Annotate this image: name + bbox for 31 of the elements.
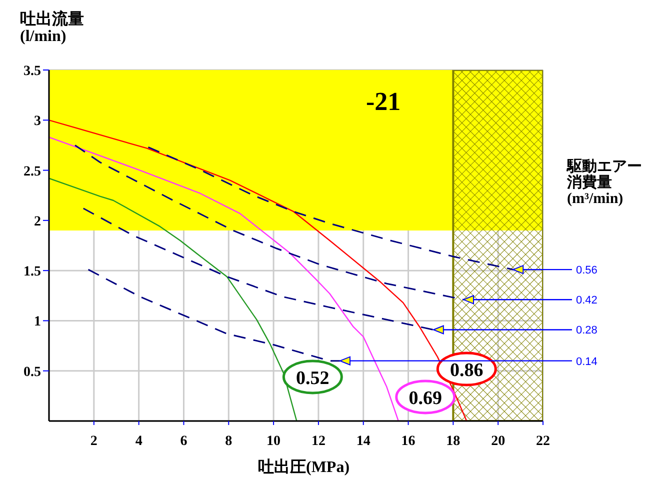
y-tick-label: 3 [34, 114, 41, 130]
y-tick-label: 1 [34, 314, 41, 330]
line-series [49, 178, 298, 421]
y-tick-label: 2.5 [24, 164, 41, 180]
x-axis-title: 吐出圧(MPa) [258, 459, 350, 477]
x-tick-label: 22 [536, 434, 550, 449]
text: 0.28 [576, 324, 598, 337]
x-tick-label: 8 [225, 434, 232, 449]
annotation: -21 [366, 87, 401, 116]
y-tick-label: 2 [34, 214, 41, 230]
series-label: 0.69 [408, 388, 442, 409]
text: 0.42 [576, 294, 598, 307]
x-tick-label: 20 [491, 434, 506, 449]
series-label: 0.86 [450, 360, 484, 381]
y-tick-label: 3.5 [24, 64, 41, 79]
x-tick-label: 4 [135, 434, 142, 449]
line-series [49, 136, 399, 421]
series-label: 0.52 [296, 368, 330, 389]
y-tick-label: 1.5 [24, 264, 41, 280]
x-tick-label: 14 [356, 434, 370, 449]
y-axis-title: 吐出流量(l/min) [20, 11, 85, 46]
text: 0.56 [576, 264, 598, 277]
y2-axis-title: 駆動エアー消費量(m³/min) [567, 159, 643, 208]
x-tick-label: 12 [311, 434, 326, 449]
text: 0.14 [576, 356, 598, 368]
x-tick-label: 10 [266, 434, 281, 449]
y-tick-label: 0.5 [24, 364, 41, 380]
x-tick-label: 18 [446, 434, 460, 449]
x-tick-label: 6 [180, 434, 188, 449]
x-tick-label: 2 [90, 434, 98, 449]
x-tick-label: 16 [401, 434, 416, 449]
